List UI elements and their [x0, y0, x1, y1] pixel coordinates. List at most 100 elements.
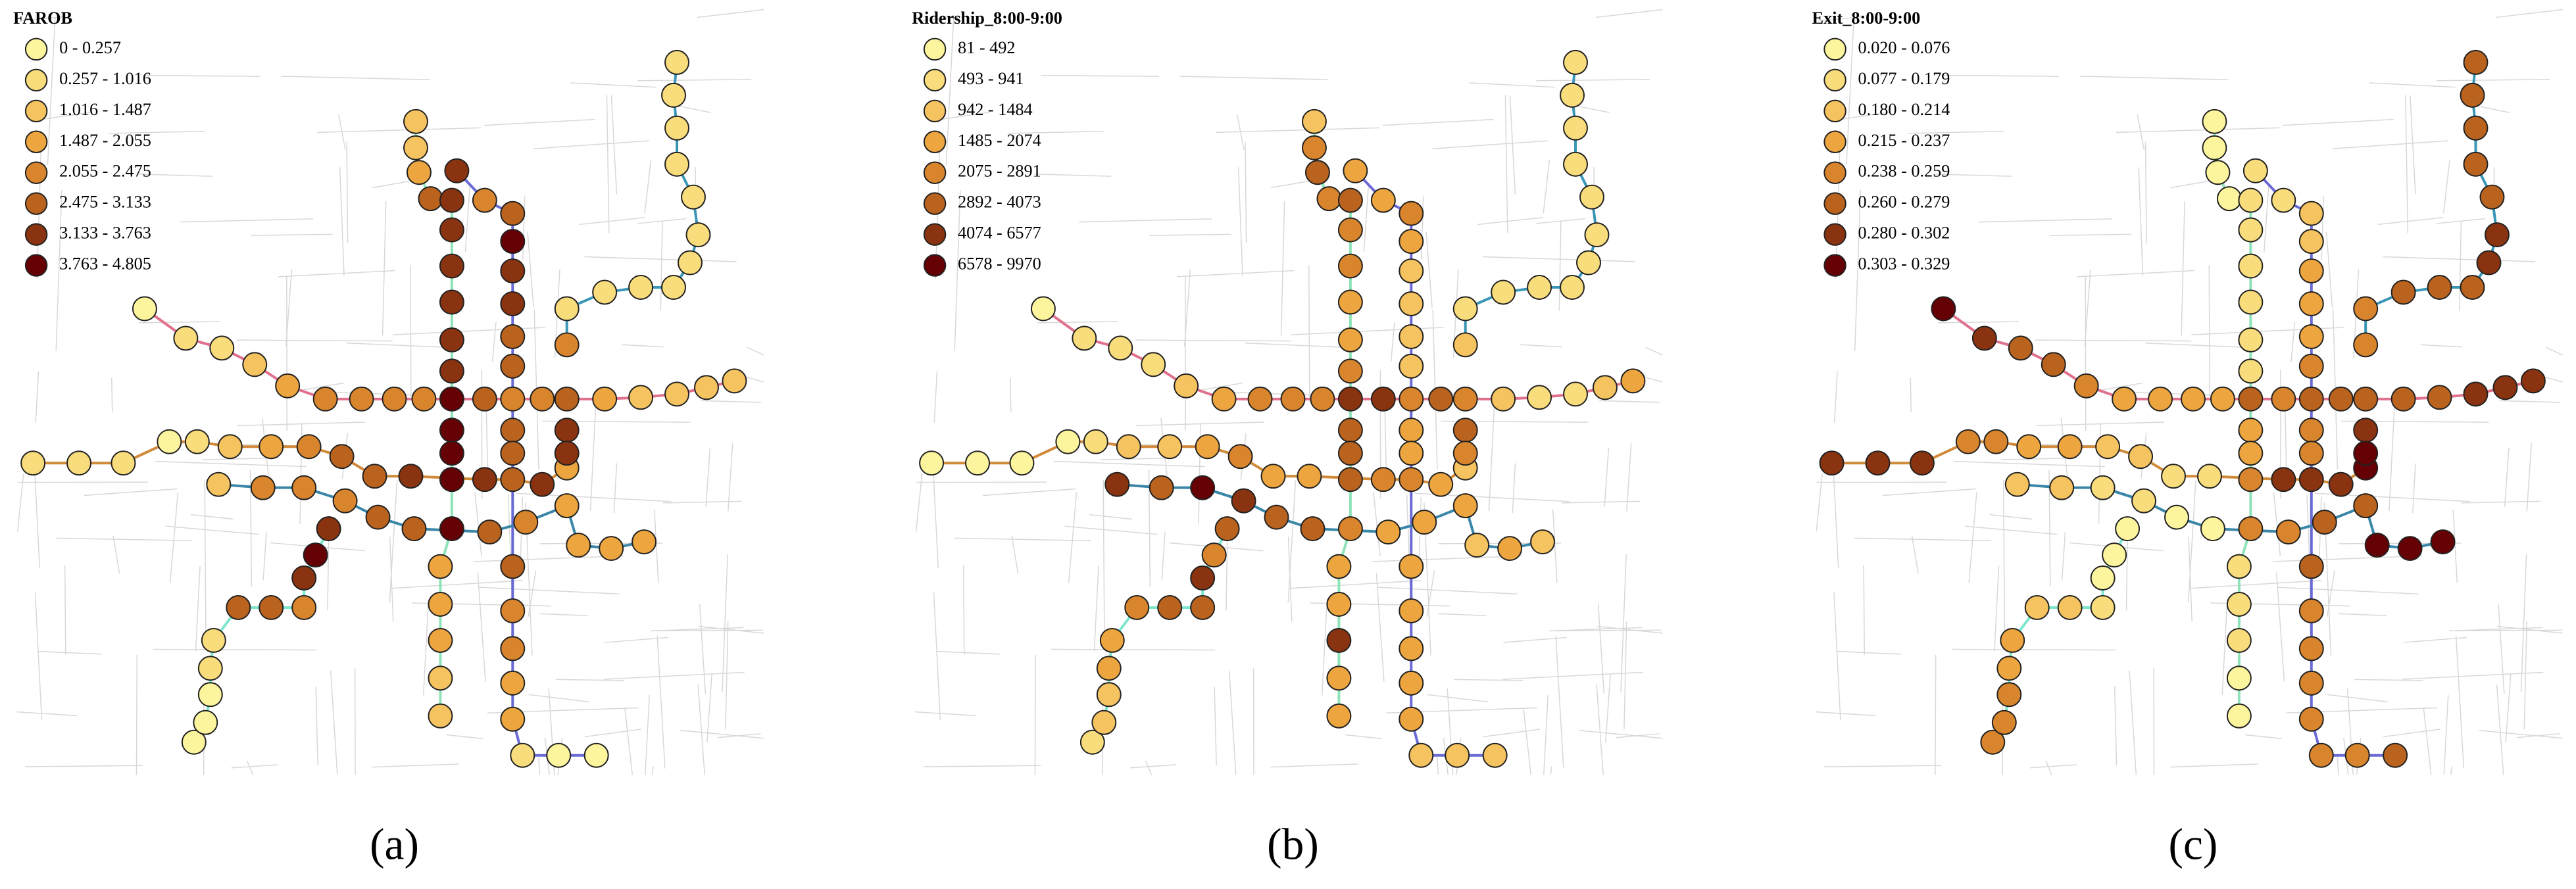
road: [606, 95, 610, 233]
station: [2271, 386, 2296, 412]
station: [500, 418, 526, 443]
station: [157, 429, 182, 454]
station: [2397, 536, 2423, 562]
legend-label: 0.280 - 0.302: [1858, 224, 1950, 243]
station: [439, 289, 464, 315]
station: [554, 296, 580, 322]
road: [2523, 621, 2527, 730]
road: [2035, 339, 2192, 342]
road: [1148, 469, 1151, 587]
road: [2273, 492, 2281, 556]
station: [1337, 327, 1363, 352]
station: [2112, 386, 2137, 412]
station: [206, 471, 232, 497]
station: [1231, 488, 1256, 514]
road: [1064, 525, 1158, 535]
station: [2427, 385, 2452, 410]
road: [555, 679, 625, 681]
road: [1477, 217, 1544, 226]
road: [1454, 679, 1523, 681]
road: [1854, 190, 1862, 351]
road: [654, 509, 659, 583]
road: [1645, 347, 1663, 356]
legend-label: 0.020 - 0.076: [1858, 38, 1950, 57]
road: [743, 375, 764, 383]
legend-label: 2.475 - 3.133: [59, 193, 151, 212]
station: [1931, 296, 1956, 322]
road: [1512, 463, 1516, 514]
station: [592, 386, 618, 412]
station: [2298, 324, 2324, 349]
legend-label: 0.260 - 0.279: [1858, 193, 1950, 212]
road: [112, 536, 120, 574]
station: [628, 275, 654, 300]
station: [2353, 493, 2379, 519]
legend-label: 0 - 0.257: [59, 38, 121, 57]
station: [500, 201, 526, 226]
station: [500, 598, 526, 623]
station: [2476, 250, 2502, 276]
station: [664, 49, 690, 75]
station: [1260, 464, 1286, 489]
road: [2291, 322, 2296, 362]
road: [2188, 537, 2192, 622]
station: [1337, 386, 1363, 412]
road: [491, 322, 497, 362]
road: [1363, 186, 1370, 252]
road: [1854, 537, 1992, 542]
road: [610, 95, 618, 195]
station: [2298, 554, 2324, 579]
road: [372, 180, 411, 189]
station: [2390, 279, 2416, 305]
station: [1452, 296, 1478, 322]
road: [644, 160, 652, 214]
legend-swatch: [923, 68, 947, 92]
panel-caption: (b): [1267, 820, 1319, 869]
station: [439, 386, 464, 412]
station: [2049, 475, 2075, 500]
station: [1445, 742, 1470, 768]
station: [2298, 418, 2324, 443]
panel-caption: (a): [370, 820, 419, 869]
road: [16, 711, 78, 717]
station: [2205, 160, 2231, 185]
road: [522, 196, 526, 260]
road: [1599, 400, 1660, 403]
road: [25, 765, 143, 767]
road: [2221, 599, 2228, 696]
station: [1399, 598, 1424, 623]
road: [1280, 201, 1285, 336]
road: [1390, 322, 1395, 362]
road: [935, 650, 1001, 655]
road: [262, 532, 267, 581]
road: [1846, 17, 1854, 165]
legend-label: 2075 - 2891: [958, 162, 1041, 181]
road: [139, 321, 220, 324]
station: [439, 187, 464, 213]
road: [1520, 344, 1562, 348]
station: [1563, 381, 1588, 407]
road: [1536, 218, 1585, 224]
station: [2226, 703, 2252, 729]
station: [1452, 332, 1478, 358]
road: [2410, 95, 2416, 195]
road: [246, 760, 254, 775]
road: [2545, 347, 2564, 356]
road: [924, 765, 1041, 767]
station: [1865, 450, 1891, 476]
station: [1141, 352, 1166, 377]
station: [1980, 729, 2006, 755]
road: [2402, 671, 2544, 680]
station: [2238, 441, 2264, 466]
road: [237, 421, 366, 426]
legend-label: 2.055 - 2.475: [59, 162, 151, 181]
station: [403, 135, 428, 160]
station: [681, 184, 706, 210]
station: [1009, 450, 1035, 476]
road: [1937, 321, 2019, 324]
station: [2353, 332, 2379, 358]
station: [197, 656, 223, 681]
legend-swatch: [24, 254, 48, 277]
station: [316, 516, 341, 542]
station: [685, 222, 711, 248]
